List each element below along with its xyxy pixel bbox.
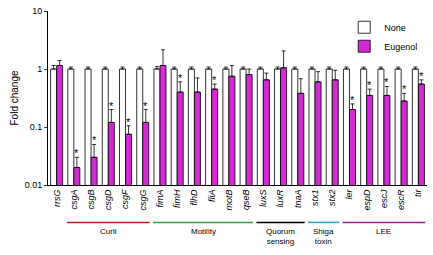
svg-text:Shigatoxin: Shigatoxin: [313, 227, 334, 246]
svg-text:csgD: csgD: [103, 189, 113, 210]
svg-text:rrsG: rrsG: [52, 190, 62, 208]
svg-text:luxS: luxS: [258, 190, 268, 208]
svg-text:*: *: [92, 134, 97, 146]
svg-text:0.01: 0.01: [25, 180, 43, 190]
svg-text:LEE: LEE: [376, 227, 391, 236]
svg-text:ler: ler: [344, 189, 354, 200]
svg-text:1: 1: [37, 64, 42, 74]
svg-text:None: None: [384, 23, 406, 33]
svg-text:fimA: fimA: [155, 190, 165, 208]
svg-text:10: 10: [32, 6, 42, 16]
svg-text:*: *: [178, 72, 183, 84]
svg-text:fimH: fimH: [172, 189, 182, 208]
svg-text:csgG: csgG: [138, 190, 148, 211]
svg-text:stx1: stx1: [310, 190, 320, 207]
svg-text:espD: espD: [362, 189, 372, 211]
svg-text:*: *: [212, 74, 217, 86]
svg-text:*: *: [109, 100, 114, 112]
svg-text:*: *: [143, 100, 148, 112]
svg-text:*: *: [384, 76, 389, 88]
svg-text:0.1: 0.1: [30, 122, 43, 132]
svg-text:qseB: qseB: [241, 190, 251, 211]
svg-text:fliA: fliA: [207, 190, 217, 203]
svg-text:csgA: csgA: [69, 190, 79, 210]
svg-text:*: *: [367, 79, 372, 91]
svg-text:*: *: [74, 147, 79, 159]
svg-text:stx2: stx2: [327, 190, 337, 207]
svg-text:motB: motB: [224, 190, 234, 211]
svg-text:flhD: flhD: [189, 189, 199, 206]
svg-text:Motility: Motility: [191, 227, 216, 236]
svg-text:escJ: escJ: [379, 189, 389, 208]
svg-text:*: *: [419, 70, 424, 82]
svg-text:luxR: luxR: [275, 189, 285, 208]
svg-text:escR: escR: [396, 189, 406, 210]
svg-text:*: *: [402, 83, 407, 95]
svg-text:tir: tir: [413, 189, 423, 198]
svg-text:Fold change: Fold change: [9, 70, 20, 125]
svg-text:Quorumsensing: Quorumsensing: [266, 227, 295, 246]
svg-text:csgF: csgF: [120, 189, 130, 209]
svg-text:*: *: [350, 94, 355, 106]
svg-text:Curli: Curli: [100, 227, 117, 236]
svg-text:*: *: [126, 116, 131, 128]
svg-text:Eugenol: Eugenol: [384, 42, 417, 52]
svg-text:csgB: csgB: [86, 190, 96, 210]
svg-text:tnaA: tnaA: [293, 190, 303, 209]
